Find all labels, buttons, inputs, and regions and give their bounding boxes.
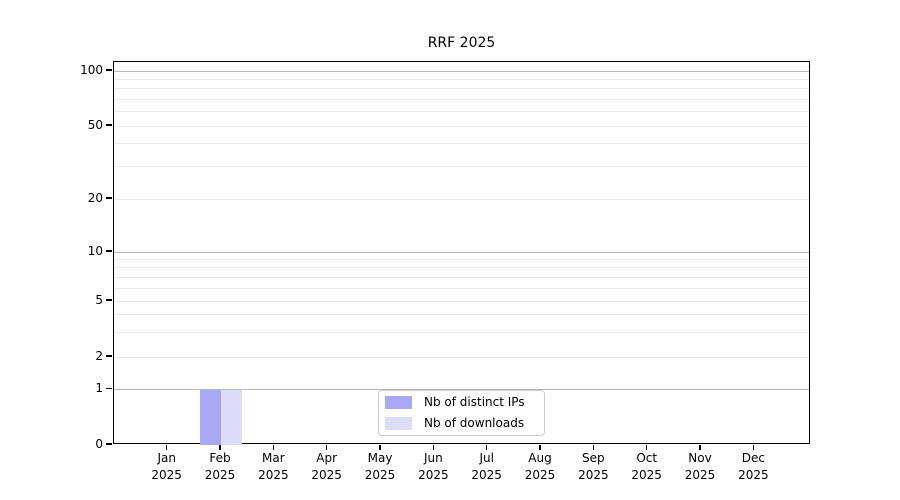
y-tick-label: 1	[95, 381, 103, 395]
x-tick-year: 2025	[418, 467, 449, 482]
x-tick-mark	[165, 445, 168, 450]
y-tick-mark	[106, 387, 112, 390]
x-tick-label: May 2025	[340, 450, 420, 483]
x-tick-year: 2025	[578, 467, 609, 482]
y-tick-mark	[106, 443, 112, 445]
x-tick-mark	[592, 445, 595, 450]
x-tick-year: 2025	[738, 467, 769, 482]
x-tick-month: Sep	[582, 451, 605, 465]
legend-swatch	[385, 396, 412, 409]
y-tick-mark	[106, 250, 112, 252]
x-tick-mark	[325, 445, 328, 450]
minor-gridline	[114, 98, 809, 100]
x-tick-label: Oct 2025	[607, 450, 687, 483]
x-tick-mark	[645, 445, 648, 450]
x-tick-mark	[485, 445, 488, 450]
y-tick-mark	[106, 197, 112, 199]
major-gridline	[114, 125, 809, 127]
major-gridline	[114, 70, 809, 72]
chart-title: RRF 2025	[427, 35, 496, 51]
x-tick-label: Feb 2025	[180, 450, 260, 483]
x-tick-month: Dec	[741, 451, 765, 465]
x-tick-month: Oct	[636, 451, 658, 465]
major-gridline	[114, 389, 809, 390]
x-tick-year: 2025	[684, 467, 716, 482]
y-tick-label: 2	[95, 348, 103, 363]
y-tick-mark	[106, 69, 112, 71]
bar-downloads	[221, 389, 243, 445]
minor-gridline	[114, 166, 809, 168]
x-tick-label: Mar 2025	[233, 450, 313, 483]
y-tick-mark	[106, 355, 112, 357]
minor-gridline	[114, 267, 809, 269]
x-tick-month: Feb	[209, 451, 231, 465]
x-tick-month: Jun	[423, 451, 443, 465]
x-tick-label: Jul 2025	[447, 450, 527, 483]
y-tick-label: 0	[95, 436, 103, 451]
minor-gridline	[114, 258, 809, 260]
minor-gridline	[114, 331, 809, 333]
minor-gridline	[114, 314, 809, 316]
x-tick-mark	[272, 445, 275, 450]
major-gridline	[114, 300, 809, 302]
major-gridline	[114, 356, 809, 358]
x-tick-month: Nov	[688, 451, 712, 465]
x-tick-mark	[219, 445, 221, 450]
y-tick-label: 20	[87, 190, 103, 205]
x-tick-month: Mar	[262, 451, 285, 465]
legend-entry: Nb of distinct IPs	[385, 393, 538, 412]
x-tick-label: Aug 2025	[500, 450, 580, 483]
minor-gridline	[114, 111, 809, 113]
x-tick-year: 2025	[258, 467, 289, 482]
minor-gridline	[114, 143, 809, 145]
legend-swatch	[385, 417, 412, 430]
x-tick-month: Apr	[316, 451, 338, 465]
legend-label: Nb of downloads	[424, 416, 525, 430]
y-tick-label: 50	[87, 117, 103, 132]
bar-distinct-ips	[200, 389, 222, 445]
y-tick-label: 100	[80, 62, 103, 77]
minor-gridline	[114, 78, 809, 80]
bars-layer	[114, 62, 809, 445]
x-tick-year: 2025	[151, 467, 182, 482]
plot-area	[113, 61, 810, 445]
x-tick-year: 2025	[204, 467, 236, 482]
x-tick-year: 2025	[364, 467, 396, 482]
major-gridline	[114, 251, 809, 253]
x-tick-label: Sep 2025	[553, 450, 633, 483]
x-tick-month: Jan	[157, 451, 176, 465]
x-tick-year: 2025	[631, 467, 662, 482]
y-tick-label: 10	[87, 243, 103, 258]
x-tick-mark	[752, 445, 755, 450]
x-tick-mark	[699, 445, 701, 450]
x-tick-label: Nov 2025	[660, 450, 740, 483]
x-tick-year: 2025	[311, 467, 342, 482]
x-tick-label: Dec 2025	[713, 450, 793, 483]
gridlines-layer	[114, 62, 809, 443]
x-tick-month: May	[367, 451, 393, 465]
x-tick-month: Aug	[528, 451, 552, 465]
legend-label: Nb of distinct IPs	[424, 395, 525, 409]
legend-entry: Nb of downloads	[385, 414, 538, 433]
x-tick-label: Apr 2025	[287, 450, 367, 483]
y-tick-label: 5	[95, 292, 103, 307]
legend: Nb of distinct IPs Nb of downloads	[378, 390, 545, 436]
y-tick-mark	[106, 299, 112, 301]
x-tick-month: Jul	[479, 451, 494, 465]
x-tick-mark	[539, 445, 541, 450]
x-tick-mark	[379, 445, 381, 450]
x-tick-label: Jan 2025	[127, 450, 207, 483]
x-tick-year: 2025	[524, 467, 556, 482]
major-gridline	[114, 198, 809, 200]
x-tick-label: Jun 2025	[393, 450, 473, 483]
minor-gridline	[114, 276, 809, 278]
minor-gridline	[114, 287, 809, 289]
y-tick-mark	[106, 124, 112, 126]
x-tick-year: 2025	[471, 467, 502, 482]
x-tick-mark	[432, 445, 435, 450]
minor-gridline	[114, 88, 809, 90]
